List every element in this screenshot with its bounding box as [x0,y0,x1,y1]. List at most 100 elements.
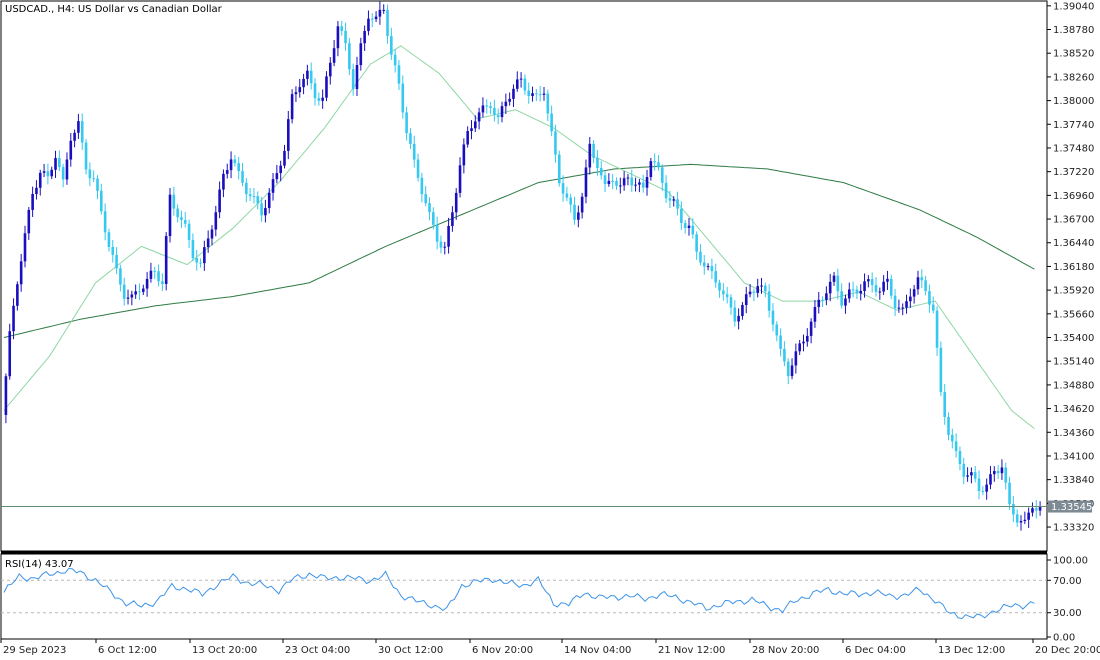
candle [470,120,473,140]
candle [157,264,160,287]
candle [767,284,771,318]
candle [252,187,256,204]
candle [680,201,683,230]
candle [527,82,531,104]
candle [134,284,137,299]
price-axis: 1.39040 1.38780 1.38520 1.38260 1.38000 1.377… [1,1,1094,534]
candle [706,263,710,271]
price-tick-label: 1.36700 [1053,215,1094,226]
candle [176,204,179,223]
candle [989,466,992,490]
candle [935,306,939,356]
candle [981,486,985,495]
candle [46,163,50,185]
candle [1019,515,1023,531]
candle [111,239,115,263]
candle [905,294,908,314]
time-tick-label: 29 Sep 2023 [3,645,66,656]
price-tick-label: 1.35140 [1053,357,1094,368]
candle [424,185,427,207]
candle [901,303,905,316]
candle [328,57,332,85]
candle [229,151,233,179]
candle [725,286,729,304]
candle [420,172,424,203]
candle [294,86,298,102]
candle [283,144,286,169]
candle [363,25,366,51]
time-tick-label: 14 Nov 04:00 [564,645,631,656]
candle [355,56,359,96]
candle [245,178,248,203]
candle [535,89,538,102]
candle [100,183,103,215]
candle [183,211,187,228]
candle [462,138,466,174]
rsi-axis: 100.00 70.00 30.00 0.00 [1047,556,1088,644]
candle [35,180,38,200]
candle [241,163,244,187]
candle [287,110,290,160]
candle [996,465,1000,480]
candle [481,97,485,118]
candle [435,216,439,250]
candle [928,284,931,313]
candle [550,105,553,137]
candle [557,150,561,187]
candle [351,63,355,96]
candle [367,10,370,36]
time-tick-label: 28 Nov 20:00 [752,645,819,656]
candle [477,107,481,130]
candle [489,101,492,115]
candle [348,37,351,76]
candle [733,300,737,327]
candle [80,113,84,150]
candle [1004,462,1008,490]
candle [161,273,164,292]
candle [809,318,813,344]
rsi-tick-label: 100.00 [1053,556,1088,567]
candle [77,113,80,140]
candle [653,153,656,171]
price-tick-label: 1.35920 [1053,286,1094,297]
candle [878,287,882,300]
candle [119,264,122,292]
candle [1027,507,1030,528]
rsi-pane [0,553,1048,640]
candle [256,191,260,210]
candle [821,296,824,308]
price-pane [0,0,1048,552]
candle [115,247,118,275]
candle [554,124,557,163]
candle [691,218,695,239]
candle [1012,495,1015,523]
candle [390,27,393,60]
time-axis: 29 Sep 2023 6 Oct 12:00 13 Oct 20:00 23 Oct… [0,639,1100,656]
candle [611,173,614,190]
candle [538,86,542,102]
candle [748,284,752,298]
candle [439,235,443,254]
candle [233,154,237,167]
candle [382,4,386,14]
candle [393,48,397,73]
candle [764,282,767,298]
candle [523,74,527,95]
price-tick-label: 1.36440 [1053,238,1094,249]
candle [103,203,107,241]
candle [267,187,271,214]
candle [958,446,962,471]
candle [397,60,401,91]
candle [325,71,328,102]
candle [806,328,809,347]
price-tick-label: 1.38000 [1053,96,1094,107]
rsi-title: RSI(14) 43.07 [5,559,74,570]
rsi-line [3,567,1035,620]
candle [966,467,969,482]
price-tick-label: 1.39040 [1053,1,1094,12]
time-tick-label: 23 Oct 04:00 [285,645,350,656]
candle [69,133,73,167]
candle [187,219,191,249]
candle [214,205,218,237]
candle [710,258,714,280]
